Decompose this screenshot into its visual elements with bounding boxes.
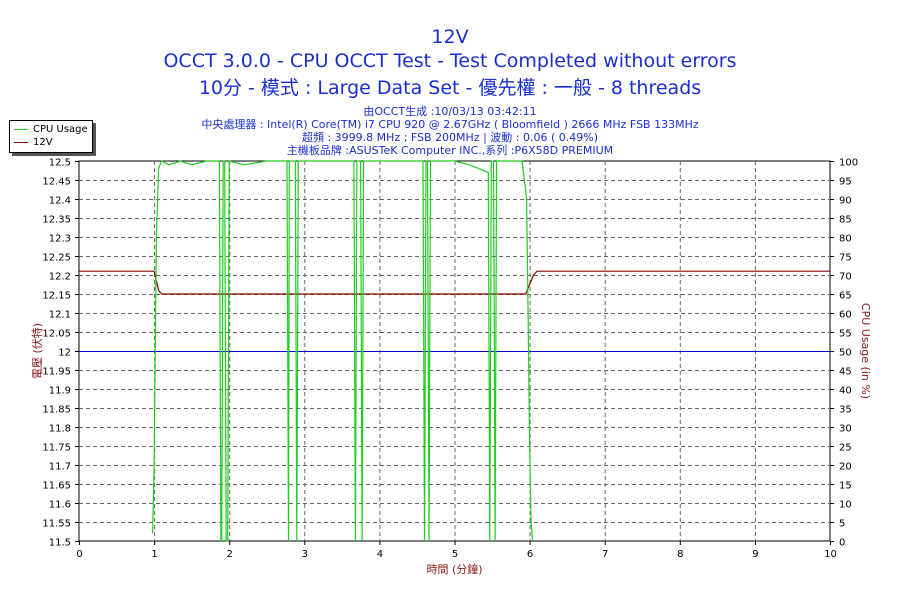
chart-subtitle: OCCT 3.0.0 - CPU OCCT Test - Test Comple… xyxy=(163,50,737,72)
x-tick-label: 7 xyxy=(602,549,608,560)
y-right-tick-label: 95 xyxy=(839,177,852,188)
legend-swatch-cpu-usage xyxy=(14,129,28,130)
y-right-tick-label: 65 xyxy=(839,291,852,302)
y-right-tick-label: 75 xyxy=(839,253,852,264)
y-left-tick-label: 11.8 xyxy=(49,424,71,435)
y-right-tick-label: 30 xyxy=(839,424,852,435)
y-left-tick-label: 11.75 xyxy=(42,443,71,454)
y-left-tick-label: 11.5 xyxy=(49,538,71,549)
info-overclock: 超頻 : 3999.8 MHz ; FSB 200MHz | 波動 : 0.06… xyxy=(301,131,599,144)
y-right-tick-label: 80 xyxy=(839,234,852,245)
info-motherboard: 主機板品牌 :ASUSTeK Computer INC.,系列 :P6X58D … xyxy=(286,144,614,157)
x-tick-label: 8 xyxy=(677,549,683,560)
y-right-tick-label: 35 xyxy=(839,405,852,416)
x-axis-label: 時間 (分鐘) xyxy=(426,562,482,576)
y-left-tick-label: 11.6 xyxy=(49,500,71,511)
x-tick-label: 4 xyxy=(377,549,383,560)
y-left-tick-label: 12.15 xyxy=(42,291,71,302)
y-left-axis-label: 電壓 (伏特) xyxy=(30,323,44,379)
chart-test-mode: 10分 - 模式 : Large Data Set - 優先權 : 一般 - 8… xyxy=(198,77,702,99)
y-left-tick-label: 12.4 xyxy=(49,196,71,207)
y-left-tick-label: 11.9 xyxy=(49,386,71,397)
y-left-tick-label: 12.45 xyxy=(42,177,71,188)
legend-label-cpu-usage: CPU Usage xyxy=(33,124,88,135)
info-cpu: 中央處理器 : Intel(R) Core(TM) i7 CPU 920 @ 2… xyxy=(201,118,699,131)
y-left-tick-label: 12.05 xyxy=(42,329,71,340)
x-tick-label: 6 xyxy=(527,549,533,560)
legend-swatch-12v xyxy=(14,142,28,143)
x-tick-label: 1 xyxy=(151,549,157,560)
y-left-tick-label: 12 xyxy=(58,348,71,359)
legend-item-cpu-usage: CPU Usage xyxy=(10,123,92,136)
legend-item-12v: 12V xyxy=(10,136,92,149)
x-tick-label: 10 xyxy=(824,549,837,560)
series-line-12v xyxy=(79,270,830,295)
y-right-tick-label: 55 xyxy=(839,329,852,340)
y-left-tick-label: 12.35 xyxy=(42,215,71,226)
y-right-axis-label: CPU Usage (in %) xyxy=(859,303,872,399)
legend: CPU Usage 12V xyxy=(9,120,93,153)
y-right-tick-label: 60 xyxy=(839,310,852,321)
y-right-tick-label: 40 xyxy=(839,386,852,397)
y-left-tick-label: 12.1 xyxy=(49,310,71,321)
y-right-tick-label: 85 xyxy=(839,215,852,226)
y-right-tick-label: 5 xyxy=(839,519,845,530)
x-tick-label: 3 xyxy=(302,549,308,560)
y-right-tick-label: 25 xyxy=(839,443,852,454)
chart-title: 12V xyxy=(431,26,469,48)
x-tick-label: 2 xyxy=(227,549,233,560)
y-right-tick-label: 15 xyxy=(839,481,852,492)
y-right-tick-label: 10 xyxy=(839,500,852,511)
y-right-tick-label: 50 xyxy=(839,348,852,359)
y-left-tick-label: 11.85 xyxy=(42,405,71,416)
y-right-tick-label: 20 xyxy=(839,462,852,473)
y-right-tick-label: 100 xyxy=(839,158,858,169)
y-right-tick-label: 70 xyxy=(839,272,852,283)
y-left-tick-label: 11.65 xyxy=(42,481,71,492)
y-right-tick-label: 45 xyxy=(839,367,852,378)
y-left-tick-label: 12.25 xyxy=(42,253,71,264)
x-tick-label: 5 xyxy=(452,549,458,560)
x-tick-label: 9 xyxy=(752,549,758,560)
y-right-tick-label: 90 xyxy=(839,196,852,207)
legend-label-12v: 12V xyxy=(33,137,53,148)
series-line-cpu-usage xyxy=(152,160,534,542)
x-tick-label: 0 xyxy=(76,549,82,560)
y-left-tick-label: 12.5 xyxy=(49,158,71,169)
info-generated: 由OCCT生成 :10/03/13 03:42:11 xyxy=(363,105,537,118)
y-left-tick-label: 11.95 xyxy=(42,367,71,378)
y-left-tick-label: 12.3 xyxy=(49,234,71,245)
y-left-tick-label: 12.2 xyxy=(49,272,71,283)
y-left-tick-label: 11.7 xyxy=(49,462,71,473)
y-right-tick-label: 0 xyxy=(839,538,845,549)
y-left-tick-label: 11.55 xyxy=(42,519,71,530)
